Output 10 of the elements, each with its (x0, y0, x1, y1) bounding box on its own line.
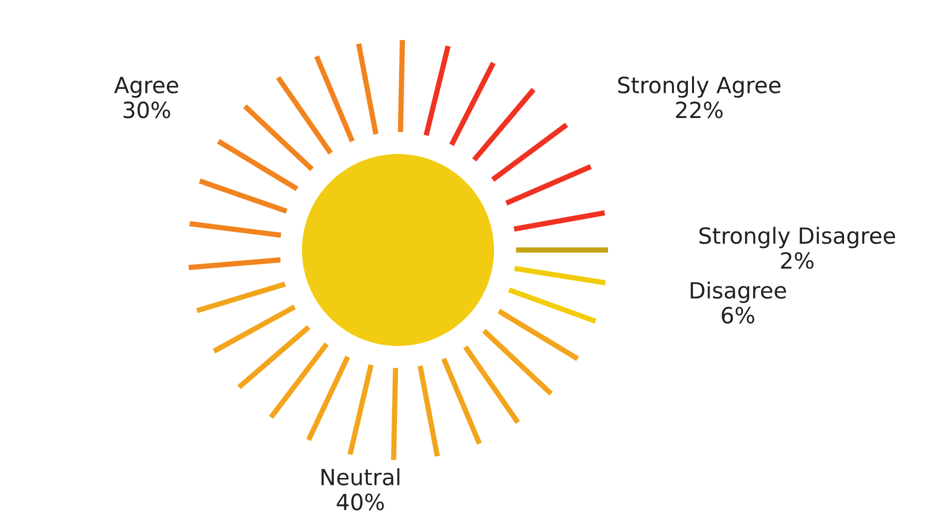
data-label: 22% (676, 101, 723, 118)
data-label: 40% (336, 494, 384, 510)
category-label: Agree (114, 76, 178, 98)
data-label: 6% (722, 306, 754, 324)
category-label: Disagree (690, 282, 786, 304)
category-label: Strongly Disagree (699, 226, 896, 248)
category-label: Neutral (322, 468, 400, 486)
category-label: Strongly Agree (618, 76, 780, 98)
data-label: 2% (781, 252, 814, 269)
data-label: 30% (124, 101, 170, 118)
